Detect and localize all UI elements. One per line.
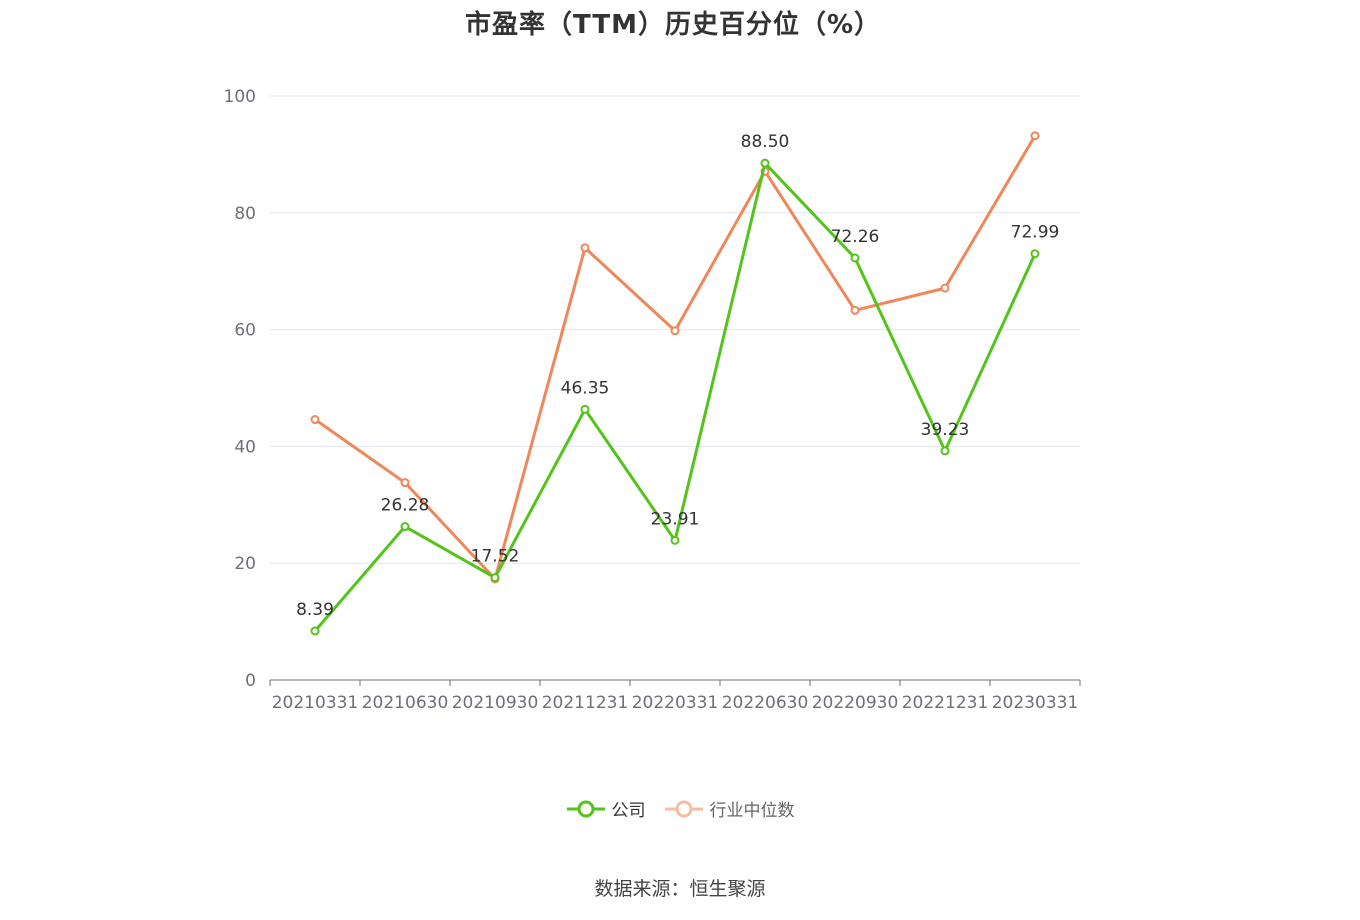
- company-point: [1030, 249, 1040, 259]
- x-tick-label: 20210630: [362, 693, 449, 713]
- industry-point: [670, 326, 680, 336]
- line-chart: 0 20 40 60 80 100 20210331 20210630 20210930 2021…: [224, 87, 1081, 713]
- x-tick-label: 20221231: [902, 693, 989, 713]
- x-tick-label: 20211231: [542, 693, 629, 713]
- data-labels: 8.39 26.28 17.52 46.35 23.91 88.50 72.26 39.23 7…: [296, 132, 1059, 620]
- industry-point: [850, 305, 860, 315]
- company-data-label: 46.35: [561, 378, 610, 398]
- x-tick-label: 20230331: [992, 693, 1079, 713]
- industry-point: [400, 478, 410, 488]
- company-data-label: 39.23: [921, 420, 970, 440]
- legend-industry-icon: [664, 800, 703, 817]
- y-tick-label: 0: [245, 671, 256, 691]
- industry-point: [1030, 131, 1040, 141]
- industry-point: [310, 415, 320, 425]
- y-tick-label: 40: [234, 437, 256, 457]
- y-tick-label: 60: [234, 321, 256, 341]
- company-point: [850, 253, 860, 263]
- company-point: [400, 522, 410, 532]
- company-point: [310, 626, 320, 636]
- x-tick-label: 20220630: [722, 693, 809, 713]
- legend-item-industry[interactable]: 行业中位数: [664, 796, 795, 821]
- legend: 公司 行业中位数: [0, 796, 1360, 821]
- company-data-label: 88.50: [741, 132, 790, 152]
- legend-item-company[interactable]: 公司: [566, 796, 646, 821]
- industry-point: [580, 243, 590, 253]
- company-point: [670, 535, 680, 545]
- industry-point: [940, 283, 950, 293]
- company-point: [940, 446, 950, 456]
- x-tick-label: 20210331: [272, 693, 359, 713]
- company-series-line: [313, 161, 1037, 632]
- x-tick-label: 20210930: [452, 693, 539, 713]
- company-data-label: 72.26: [831, 227, 880, 247]
- x-tick-label: 20220930: [812, 693, 899, 713]
- company-data-label: 8.39: [296, 600, 334, 620]
- company-point: [760, 158, 770, 168]
- axes: 0 20 40 60 80 100 20210331 20210630 20210930 2021…: [224, 87, 1081, 713]
- company-point: [580, 404, 590, 414]
- y-tick-label: 80: [234, 204, 256, 224]
- company-data-label: 26.28: [381, 496, 430, 516]
- company-data-label: 72.99: [1011, 223, 1060, 243]
- data-source: 数据来源：恒生聚源: [594, 878, 766, 900]
- legend-industry-label: 行业中位数: [709, 801, 795, 821]
- legend-company-icon: [566, 800, 605, 817]
- y-tick-label: 100: [224, 87, 256, 107]
- y-tick-label: 20: [234, 554, 256, 574]
- legend-company-label: 公司: [611, 801, 646, 821]
- company-data-label: 17.52: [471, 547, 520, 567]
- company-point: [490, 573, 500, 583]
- x-tick-label: 20220331: [632, 693, 719, 713]
- series-lines: [310, 131, 1040, 636]
- chart-title: 市盈率（TTM）历史百分位（%）: [465, 10, 881, 40]
- company-data-label: 23.91: [651, 509, 700, 529]
